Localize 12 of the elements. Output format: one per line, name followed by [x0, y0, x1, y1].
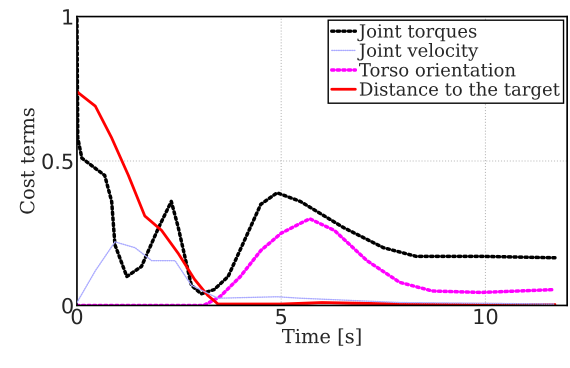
- y-tick-label: 0.5: [42, 153, 72, 170]
- legend-label: Joint velocity: [357, 43, 478, 61]
- y-tick-label: 1: [63, 9, 72, 24]
- line-series: [76, 241, 556, 305]
- legend-label: Joint torques: [357, 24, 476, 42]
- y-tick-label: 0: [62, 298, 73, 314]
- legend-label: Torso orientation: [359, 63, 516, 77]
- legend-label: Distance to the target: [360, 82, 560, 100]
- x-axis-title: Time [s]: [282, 328, 361, 346]
- x-tick-label: 10: [474, 308, 498, 324]
- x-tick-label: 5: [276, 308, 286, 324]
- y-axis-title: Cost terms: [20, 108, 34, 214]
